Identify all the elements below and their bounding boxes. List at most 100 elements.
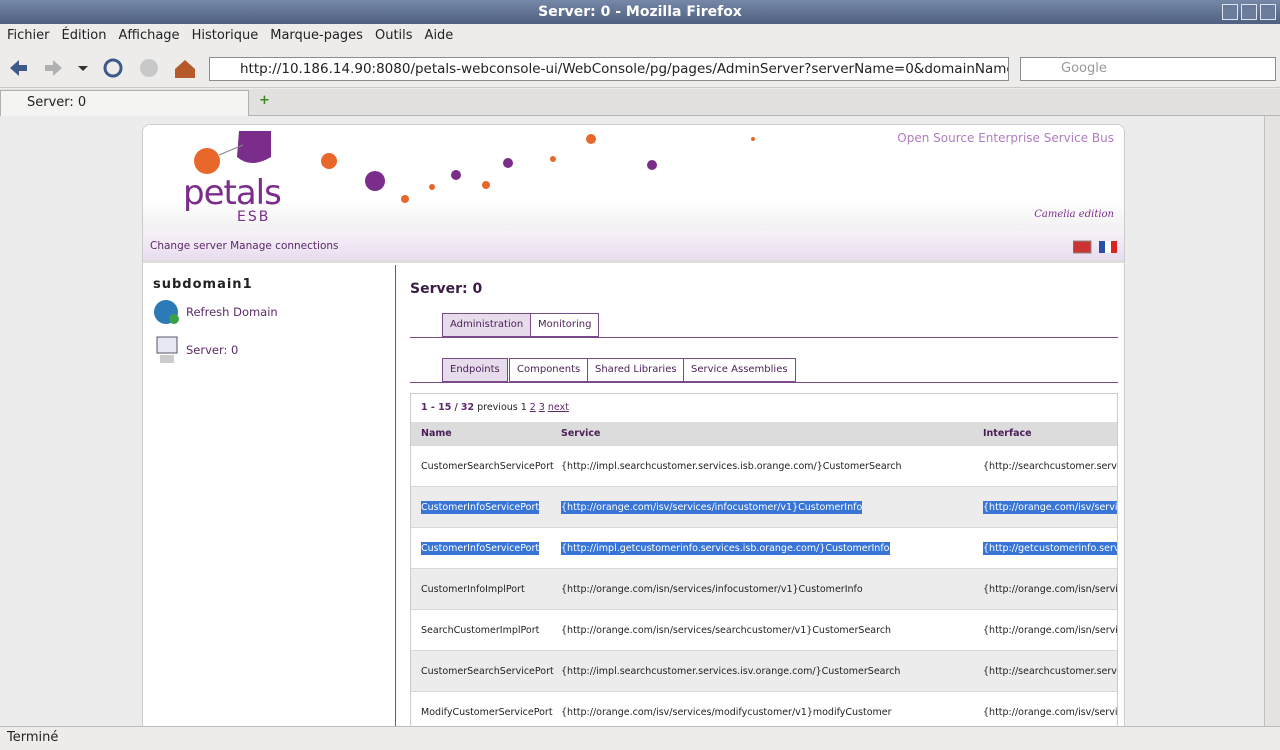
pagination: 1 - 15/32 previous 1 2 3 next [421, 402, 572, 413]
menu-item[interactable]: Marque-pages [270, 28, 363, 43]
table-row[interactable]: SearchCustomerImplPort {http://orange.com… [411, 609, 1117, 650]
title-bar: Server: 0 - Mozilla Firefox [0, 0, 1280, 24]
stop-button [140, 59, 158, 77]
subtab[interactable]: Service Assemblies [683, 358, 796, 382]
menu-item[interactable]: Outils [374, 28, 413, 43]
menu-item[interactable]: Affichage [118, 28, 180, 43]
tab[interactable]: Server: 0 [0, 90, 249, 117]
header: petals ESB Open Source Enterprise Servic… [143, 125, 1124, 231]
subtab[interactable]: Components [509, 358, 589, 382]
table-cell: {http://orange.com/isn/services/searchcu… [561, 625, 892, 636]
page-text: / [454, 402, 458, 413]
table-row[interactable]: CustomerInfoServicePort {http://orange.co… [411, 486, 1117, 527]
history-dropdown[interactable] [78, 66, 88, 71]
table-cell: {http://getcustomerinfo.service [983, 542, 1117, 555]
server-link[interactable]: Server: 0 [186, 343, 239, 357]
page-text: 32 [460, 402, 475, 413]
menu-item[interactable]: Aide [424, 28, 454, 43]
nav-link[interactable]: Change server [150, 240, 227, 252]
status-text: Terminé [7, 730, 59, 745]
tab-monitoring[interactable]: Monitoring [530, 313, 600, 337]
logo-text: petals [183, 173, 282, 213]
subtabs-line [410, 382, 1118, 383]
menu-item[interactable]: Historique [191, 28, 259, 43]
table-cell: {http://orange.com/isn/service [983, 584, 1118, 595]
menu-item[interactable]: Fichier [7, 28, 50, 43]
page-text: 1 [520, 402, 527, 413]
page-text: 1 - 15 [421, 402, 452, 413]
table-cell: CustomerInfoServicePort [421, 542, 540, 555]
table-cell: {http://impl.searchcustomer.services.isv… [561, 666, 901, 677]
table-cell: {http://impl.getcustomerinfo.services.is… [561, 542, 890, 555]
table-cell: CustomerInfoImplPort [421, 584, 525, 595]
edition: Camelia edition [1034, 209, 1114, 220]
tab-administration[interactable]: Administration [442, 313, 532, 337]
table-row[interactable]: CustomerSearchServicePort {http://impl.se… [411, 650, 1118, 691]
home-button[interactable] [175, 60, 195, 78]
table-cell: CustomerSearchServicePort [421, 461, 554, 472]
table-cell: {http://orange.com/isn/services/infocust… [561, 584, 863, 595]
nav-bar: Change server Manage connections [143, 231, 1124, 263]
url-bar[interactable]: http://10.186.14.90:8080/petals-webconso… [209, 57, 1009, 81]
nav-link[interactable]: Manage connections [230, 240, 339, 252]
table-row[interactable]: CustomerInfoImplPort {http://orange.com/i… [411, 568, 1118, 609]
page-link[interactable]: 3 [538, 402, 545, 413]
table-cell: {http://orange.com/isv/service [983, 501, 1117, 514]
nav-buttons [10, 58, 195, 78]
menu-item[interactable]: Édition [61, 28, 107, 43]
table-cell: {http://impl.searchcustomer.services.isb… [561, 461, 902, 472]
table-cell: {http://orange.com/isv/service [983, 707, 1118, 718]
window-title: Server: 0 - Mozilla Firefox [538, 4, 742, 20]
tabs-line [410, 337, 1118, 338]
logo-subtext: ESB [237, 209, 271, 225]
table-cell: SearchCustomerImplPort [421, 625, 540, 636]
table-cell: {http://searchcustomer.service [983, 461, 1118, 472]
table-cell: CustomerSearchServicePort [421, 666, 554, 677]
column-header[interactable]: Service [561, 428, 601, 439]
domain-name: subdomain1 [153, 277, 253, 292]
main-title: Server: 0 [410, 281, 483, 297]
column-header[interactable]: Name [421, 428, 452, 439]
table-header: Name Service Interface [411, 422, 1117, 445]
back-button[interactable] [10, 60, 27, 76]
forward-button [45, 60, 62, 76]
column-header[interactable]: Interface [983, 428, 1032, 439]
table-row[interactable]: ModifyCustomerServicePort {http://orange.… [411, 691, 1118, 726]
table-cell: ModifyCustomerServicePort [421, 707, 553, 718]
page-text: previous [477, 402, 518, 413]
new-tab-button[interactable]: + [259, 93, 270, 108]
page-link[interactable]: next [547, 402, 569, 413]
minimize-button[interactable] [1222, 4, 1238, 20]
tagline: Open Source Enterprise Service Bus [897, 131, 1114, 145]
table-row[interactable]: CustomerInfoServicePort {http://impl.getc… [411, 527, 1117, 568]
console-container: petals ESB Open Source Enterprise Servic… [142, 124, 1125, 726]
table-cell: {http://orange.com/isv/services/infocust… [561, 501, 863, 514]
scrollbar[interactable] [1264, 116, 1280, 726]
maximize-button[interactable] [1241, 4, 1257, 20]
page-link[interactable]: 2 [529, 402, 536, 413]
menu-bar: Fichier Édition Affichage Historique Marque-… [0, 24, 1280, 48]
page-content: petals ESB Open Source Enterprise Servic… [0, 116, 1264, 726]
sidebar: subdomain1 Refresh Domain Server: 0 [143, 265, 396, 726]
flag-fr[interactable] [1099, 241, 1105, 253]
tab-title: Server: 0 [27, 95, 87, 110]
toolbar [0, 50, 1280, 88]
status-bar: Terminé [0, 726, 1280, 750]
table-cell: CustomerInfoServicePort [421, 501, 540, 514]
reload-button[interactable] [103, 58, 123, 78]
refresh-domain-link[interactable]: Refresh Domain [186, 305, 278, 319]
table-cell: {http://orange.com/isv/services/modifycu… [561, 707, 892, 718]
search-box[interactable]: Google [1020, 57, 1276, 81]
table-cell: {http://searchcustomer.service [983, 666, 1118, 677]
sidebar-icons [154, 300, 179, 363]
language-flags [1073, 240, 1117, 254]
flag-en[interactable] [1073, 240, 1092, 254]
close-button[interactable] [1260, 4, 1276, 20]
endpoints-table: 1 - 15/32 previous 1 2 3 next Name Service Inte… [410, 393, 1118, 726]
header-art [194, 131, 755, 203]
table-row[interactable]: CustomerSearchServicePort {http://impl.se… [411, 445, 1118, 486]
subtab[interactable]: Endpoints [442, 358, 508, 382]
subtab[interactable]: Shared Libraries [587, 358, 685, 382]
